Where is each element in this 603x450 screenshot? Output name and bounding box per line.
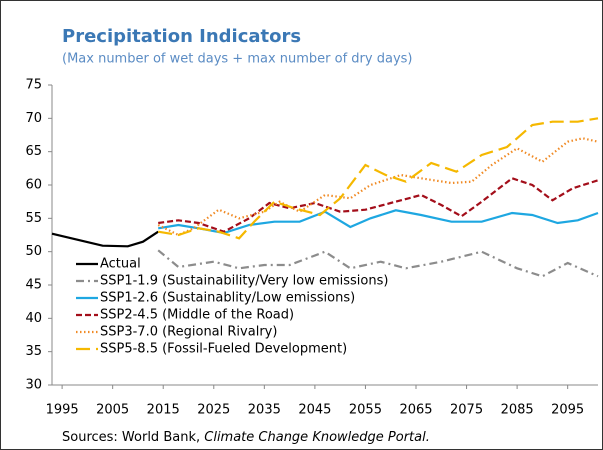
series-line [51, 230, 159, 248]
y-tick-label: 65 [25, 144, 42, 159]
y-tick-label: 60 [25, 178, 42, 193]
x-tick-label: 2005 [96, 403, 129, 418]
chart-title: Precipitation Indicators [62, 26, 301, 47]
legend-label: SSP5-8.5 (Fossil-Fueled Development) [100, 342, 347, 357]
legend-label: SSP3-7.0 (Regional Rivalry) [100, 325, 277, 340]
legend-label: SSP1-1.9 (Sustainability/Very low emissi… [100, 274, 388, 289]
series-line [158, 177, 599, 233]
y-tick-label: 50 [25, 244, 42, 259]
x-tick-label: 1995 [46, 403, 79, 418]
x-tick-label: 2015 [147, 403, 180, 418]
y-tick-label: 45 [25, 278, 42, 293]
series-line [158, 117, 599, 240]
y-tick-label: 70 [25, 111, 42, 126]
y-tick-label: 40 [25, 311, 42, 326]
y-tick-label: 55 [25, 211, 42, 226]
y-tick-label: 75 [25, 78, 42, 93]
chart-subtitle: (Max number of wet days + max number of … [62, 52, 412, 67]
x-tick-label: 2085 [501, 403, 534, 418]
x-tick-label: 2095 [551, 403, 584, 418]
legend-label: SSP1-2.6 (Sustainablity/Low emissions) [100, 291, 355, 306]
legend-label: SSP2-4.5 (Middle of the Road) [100, 308, 294, 323]
source-italic: Climate Change Knowledge Portal. [204, 430, 430, 445]
y-tick-label: 35 [25, 344, 42, 359]
source-text: Sources: World Bank, [62, 430, 200, 445]
legend-label: Actual [100, 257, 141, 272]
x-tick-label: 2075 [450, 403, 483, 418]
series-line [157, 249, 599, 278]
source: Sources: World Bank, Climate Change Know… [62, 430, 430, 445]
x-tick-label: 2055 [349, 403, 382, 418]
x-tick-label: 2065 [399, 403, 432, 418]
x-tick-label: 2025 [197, 403, 230, 418]
x-tick-label: 2035 [248, 403, 281, 418]
x-tick-label: 2045 [298, 403, 331, 418]
y-tick-label: 30 [25, 378, 42, 393]
